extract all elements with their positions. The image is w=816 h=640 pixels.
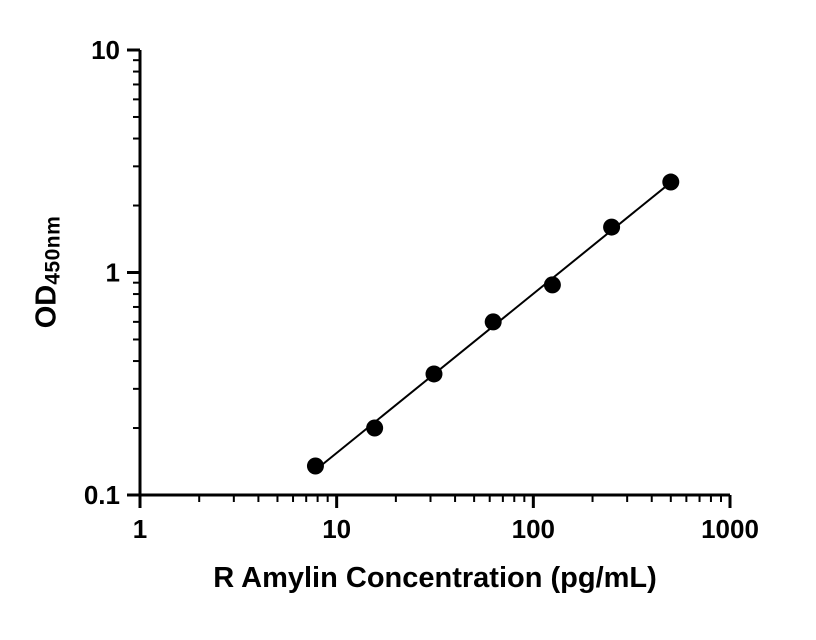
y-axis-title-subscript: 450nm	[41, 215, 65, 285]
y-tick-label: 10	[91, 35, 120, 65]
data-point	[662, 173, 680, 191]
x-tick-label: 1000	[701, 514, 759, 544]
y-tick-label: 1	[106, 258, 120, 288]
data-point	[484, 313, 502, 331]
data-point	[425, 365, 443, 383]
y-axis-title-main: OD	[30, 284, 63, 329]
x-tick-label: 100	[512, 514, 555, 544]
x-tick-label: 10	[322, 514, 351, 544]
data-point	[306, 457, 324, 475]
x-axis-title: R Amylin Concentration (pg/mL)	[213, 562, 657, 594]
y-tick-label: 0.1	[84, 480, 120, 510]
data-point	[366, 419, 384, 437]
y-axis-title: OD450nm	[31, 216, 66, 329]
x-tick-label: 1	[133, 514, 147, 544]
data-point	[543, 276, 561, 294]
data-point	[603, 218, 621, 236]
